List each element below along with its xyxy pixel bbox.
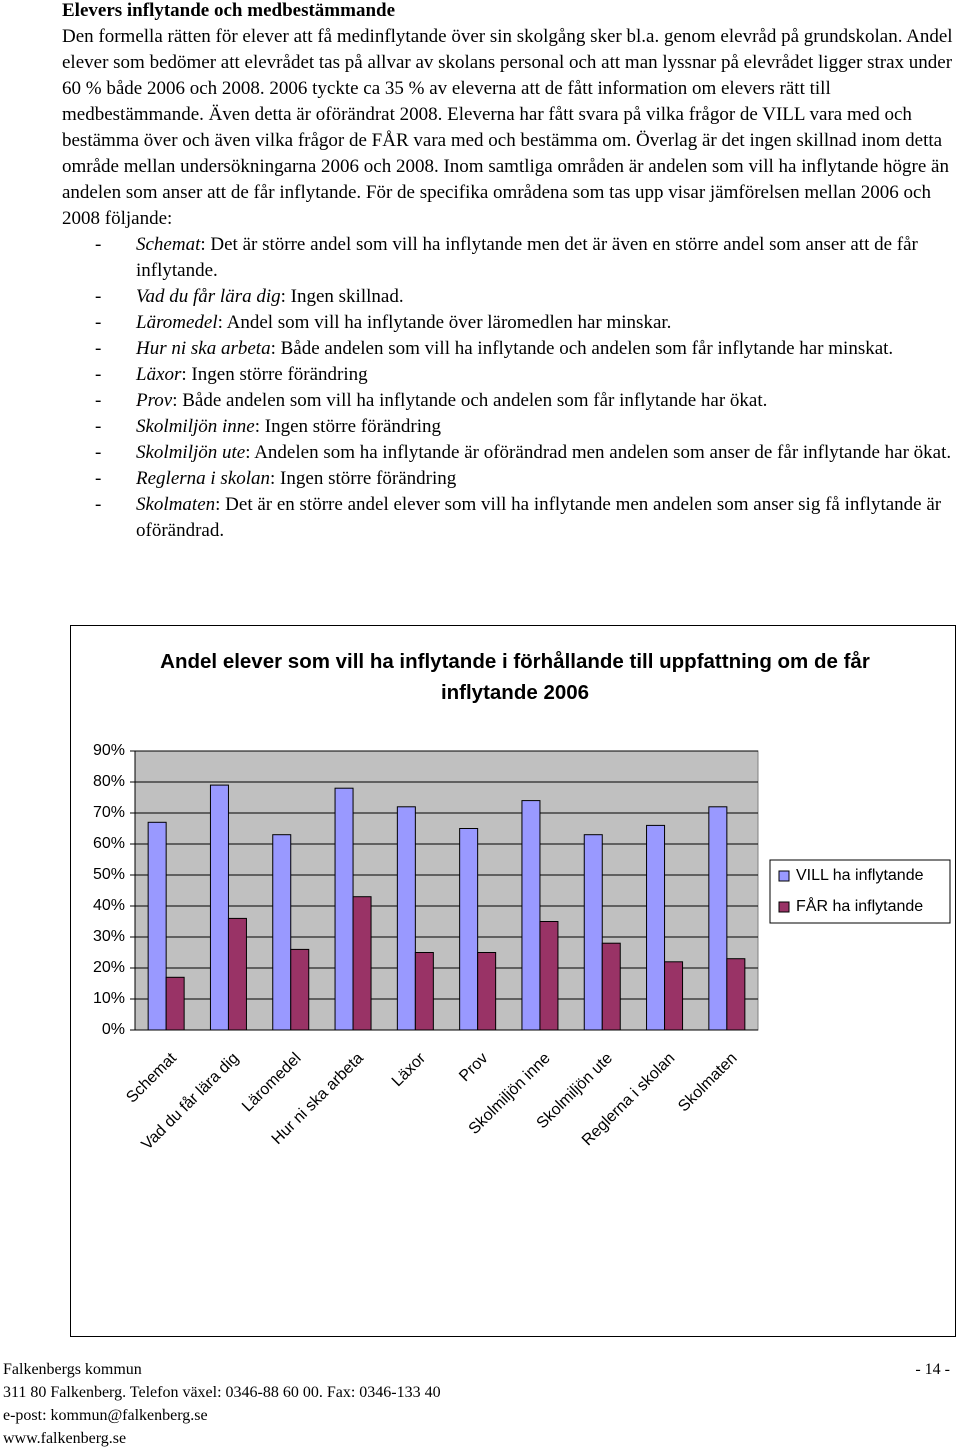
- list-text: : Både andelen som vill ha inflytande oc…: [270, 338, 894, 359]
- list-text: : Ingen större förändring: [254, 416, 441, 437]
- list-item: Prov: Både andelen som vill ha inflytand…: [62, 388, 957, 414]
- list-term: Läxor: [136, 364, 182, 385]
- list-term: Skolmiljön ute: [136, 442, 246, 463]
- list-term: Läromedel: [136, 312, 218, 333]
- list-text: : Ingen större förändring: [270, 468, 457, 489]
- list-item: Skolmaten: Det är en större andel elever…: [62, 492, 957, 544]
- list-item: Läxor: Ingen större förändring: [62, 362, 957, 388]
- list-term: Skolmaten: [136, 494, 216, 515]
- list-text: : Både andelen som vill ha inflytande oc…: [172, 390, 768, 411]
- page-number: - 14 -: [915, 1361, 950, 1378]
- list-term: Prov: [136, 390, 173, 411]
- list-term: Schemat: [136, 234, 201, 255]
- list-text: : Det är en större andel elever som vill…: [136, 494, 942, 541]
- chart-title: Andel elever som vill ha inflytande i fö…: [160, 650, 870, 704]
- list-item: Hur ni ska arbeta: Både andelen som vill…: [62, 336, 957, 362]
- list-item: Vad du får lära dig: Ingen skillnad.: [62, 284, 957, 310]
- body-text: Elevers inflytande och medbestämmande De…: [62, 0, 957, 544]
- footer-org: Falkenbergs kommun: [3, 1361, 142, 1378]
- footer-email: e-post: kommun@falkenberg.se: [3, 1407, 208, 1424]
- list-item: Skolmiljön ute: Andelen som ha inflytand…: [62, 440, 957, 466]
- heading: Elevers inflytande och medbestämmande: [62, 0, 396, 21]
- chart: Andel elever som vill ha inflytande i fö…: [70, 625, 956, 1337]
- list-term: Skolmiljön inne: [136, 416, 255, 437]
- list-item: Reglerna i skolan: Ingen större förändri…: [62, 466, 957, 492]
- list-text: : Det är större andel som vill ha inflyt…: [136, 234, 918, 281]
- list-text: : Ingen större förändring: [181, 364, 368, 385]
- list: Schemat: Det är större andel som vill ha…: [62, 232, 957, 544]
- list-term: Vad du får lära dig: [136, 286, 281, 307]
- list-term: Hur ni ska arbeta: [136, 338, 271, 359]
- footer-address: 311 80 Falkenberg. Telefon växel: 0346-8…: [3, 1384, 441, 1401]
- paragraph: Den formella rätten för elever att få me…: [62, 26, 953, 229]
- list-text: : Andel som vill ha inflytande över läro…: [217, 312, 672, 333]
- list-item: Schemat: Det är större andel som vill ha…: [62, 232, 957, 284]
- list-item: Läromedel: Andel som vill ha inflytande …: [62, 310, 957, 336]
- footer-web: www.falkenberg.se: [3, 1430, 127, 1447]
- list-text: : Andelen som ha inflytande är oförändra…: [245, 442, 952, 463]
- list-text: : Ingen skillnad.: [280, 286, 404, 307]
- list-item: Skolmiljön inne: Ingen större förändring: [62, 414, 957, 440]
- list-term: Reglerna i skolan: [136, 468, 271, 489]
